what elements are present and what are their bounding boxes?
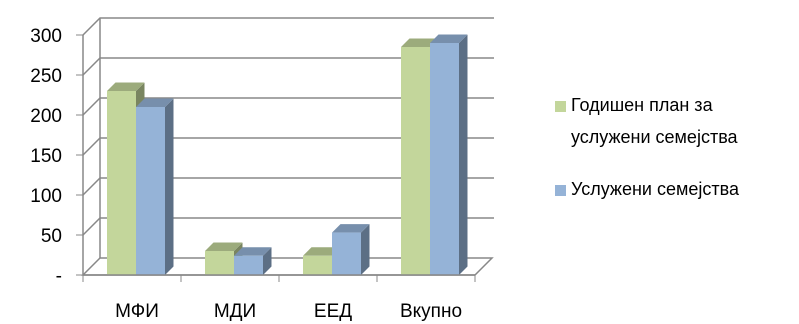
gridlines [82, 17, 494, 236]
bar [303, 255, 332, 275]
bar [332, 232, 361, 275]
legend-label-plan-line2: услужени семејства [571, 127, 738, 147]
y-tick-label: 250 [30, 66, 62, 87]
gridline [82, 217, 494, 236]
gridline [82, 177, 494, 196]
bar-top [401, 38, 439, 47]
y-tick-label: 150 [30, 146, 62, 167]
bar-top [303, 247, 341, 256]
y-tick-label: 200 [30, 106, 62, 127]
bar [234, 255, 263, 275]
bars [107, 34, 468, 275]
bar-top [430, 34, 468, 43]
x-tick-label: МФИ [115, 301, 159, 322]
x-tick-labels: МФИ МДИ ЕЕД Вкупно [115, 301, 462, 322]
legend-label-served: Услужени семејства [571, 179, 739, 199]
gridline [82, 137, 494, 156]
bar-top [205, 242, 243, 251]
x-tick-label: ЕЕД [314, 301, 352, 322]
bar-top [107, 82, 145, 91]
bar [136, 107, 165, 275]
bar [107, 91, 136, 275]
legend-label-plan-line1: Годишен план за [571, 95, 713, 115]
bar-side [361, 224, 370, 275]
legend-swatch-plan [555, 101, 566, 112]
y-tick-labels: - 50 100 150 200 250 300 [30, 26, 62, 287]
gridline [82, 97, 494, 116]
y-tick-label: - [56, 266, 62, 287]
gridline [82, 57, 494, 76]
bar [401, 47, 430, 275]
x-tick-label: Вкупно [400, 301, 462, 322]
bar-side [165, 98, 174, 275]
bar-side [263, 247, 272, 275]
bar [430, 43, 459, 275]
y-tick-label: 100 [30, 186, 62, 207]
axes [76, 34, 476, 282]
legend-swatch-served [555, 185, 566, 196]
y-tick-label: 50 [41, 226, 62, 247]
bar-top [136, 98, 174, 107]
x-tick-label: МДИ [214, 301, 256, 322]
bar-top [332, 224, 370, 233]
bar-side [459, 34, 468, 275]
gridline [82, 17, 494, 36]
bar [205, 251, 234, 275]
y-tick-label: 300 [30, 26, 62, 47]
bar-top [234, 247, 272, 256]
